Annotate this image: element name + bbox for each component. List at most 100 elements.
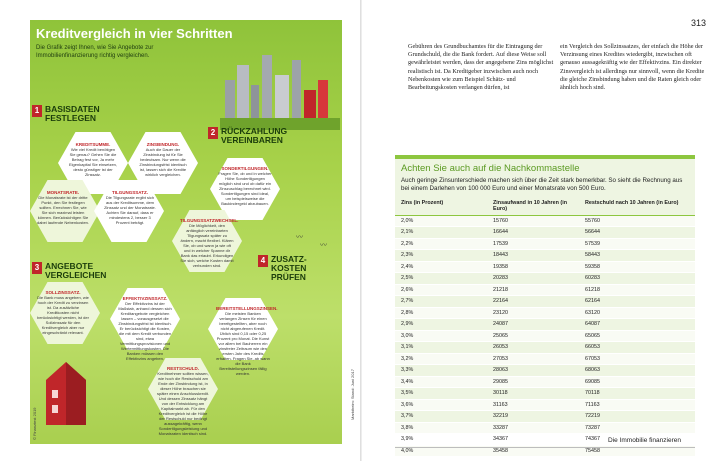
table-cell: 2,7% (395, 295, 487, 308)
infographic-intro: Die Grafik zeigt Ihnen, wie Sie Angebote… (36, 45, 154, 59)
table-row: 3,3% 28063 68063 (395, 364, 695, 377)
step-3: 3 Angebote vergleichen (32, 262, 155, 280)
table-cell: 66053 (579, 341, 695, 354)
table-cell: 32219 (487, 410, 579, 423)
table-header: Zins (in Prozent) (395, 199, 487, 216)
table-cell: 30118 (487, 387, 579, 400)
table-cell: 3,9% (395, 433, 487, 446)
hex-text: MONATSRATE. Die Monatsrate ist der dritte… (36, 190, 90, 225)
table-row: 3,1% 26053 66053 (395, 341, 695, 354)
table-row: 3,7% 32219 72219 (395, 410, 695, 423)
infographic: Kreditvergleich in vier Schritten Die Gr… (30, 20, 342, 444)
table-row: 2,8% 23120 63120 (395, 307, 695, 320)
table-row: 2,6% 21218 61218 (395, 284, 695, 297)
bird-icon: 〰 (320, 242, 327, 249)
step-label: Angebote vergleichen (45, 261, 107, 280)
body-column-2: ein Vergleich des Sollzinssatzes, der ei… (560, 43, 705, 92)
table-cell: 57539 (579, 238, 695, 251)
hex-sollzinssatz (30, 282, 100, 344)
table-cell: 3,0% (395, 330, 487, 343)
table-cell: 18443 (487, 249, 579, 262)
table-cell: 34367 (487, 433, 579, 446)
table-cell: 3,6% (395, 399, 487, 412)
table-cell: 74367 (579, 433, 695, 446)
table-cell: 67053 (579, 353, 695, 366)
table-cell: 3,3% (395, 364, 487, 377)
tip-title: Achten Sie auch auf die Nachkommastelle (401, 163, 580, 174)
step-1: 1 Basisdaten festlegen (32, 105, 105, 123)
table-cell: 2,2% (395, 238, 487, 251)
table-cell: 27053 (487, 353, 579, 366)
table-header: Zinsaufwand in 10 Jahren (in Euro) (487, 199, 579, 216)
table-row: 3,4% 29085 69085 (395, 376, 695, 389)
hex-text: EFFEKTIVZINSSATZ. Der Effektivzins ist de… (118, 296, 172, 361)
page-gutter (360, 0, 362, 461)
table-cell: 58443 (579, 249, 695, 262)
table-row: 2,4% 19358 59358 (395, 261, 695, 274)
tip-accent-bar (395, 155, 695, 159)
step-number: 2 (208, 127, 218, 139)
hex-text: KREDITSUMME. Wie viel Kredit benötigen Si… (68, 142, 118, 177)
table-cell: 2,6% (395, 284, 487, 297)
table-cell: 56644 (579, 226, 695, 239)
hex-text: TILGUNGSSATZWECHSEL. Die Möglichkeit, den… (180, 218, 239, 268)
table-row: 4,0% 35458 75458 (395, 445, 695, 458)
body-column-1: Gebühren des Grundbuchamtes für die Eint… (408, 43, 554, 92)
table-cell: 2,0% (395, 215, 487, 228)
step-number: 3 (32, 262, 42, 274)
table-cell: 28063 (487, 364, 579, 377)
table-row: 2,2% 17539 57539 (395, 238, 695, 251)
hex-text: SONDERTILGUNGEN. Fragen Sie, ob und in we… (218, 166, 272, 206)
table-cell: 33287 (487, 422, 579, 435)
table-cell: 55760 (579, 215, 695, 228)
table-cell: 63120 (579, 307, 695, 320)
page-number: 313 (691, 18, 707, 28)
table-cell: 62164 (579, 295, 695, 308)
table-cell: 4,0% (395, 445, 487, 458)
step-4: 4 Zusatz-kosten prüfen (258, 255, 321, 282)
table-header: Restschuld nach 10 Jahren (in Euro) (579, 199, 695, 216)
hex-restschuld (148, 358, 218, 420)
table-cell: 31163 (487, 399, 579, 412)
table-cell: 19358 (487, 261, 579, 274)
table-cell: 3,8% (395, 422, 487, 435)
table-cell: 2,1% (395, 226, 487, 239)
table-cell: 2,9% (395, 318, 487, 331)
table-cell: 65065 (579, 330, 695, 343)
step-number: 4 (258, 255, 268, 267)
table-cell: 3,2% (395, 353, 487, 366)
tip-box: Achten Sie auch auf die Nachkommastelle … (395, 155, 695, 458)
hex-text: ZINSBINDUNG. Auch die Dauer der Zinsbindu… (139, 142, 187, 177)
table-row: 3,2% 27053 67053 (395, 353, 695, 366)
table-cell: 68063 (579, 364, 695, 377)
table-cell: 23120 (487, 307, 579, 320)
table-cell: 22164 (487, 295, 579, 308)
table-cell: 15760 (487, 215, 579, 228)
table-row: 3,9% 34367 74367 (395, 433, 695, 446)
table-cell: 35458 (487, 445, 579, 458)
table-cell: 71163 (579, 399, 695, 412)
city-skyline-illustration (220, 55, 340, 130)
bird-icon: 〰 (296, 234, 303, 241)
table-cell: 61218 (579, 284, 695, 297)
side-label: Marktheim: Stand: Juni 2017 (350, 369, 355, 420)
table-row: 2,1% 16644 56644 (395, 226, 695, 239)
step-label: Zusatz-kosten prüfen (271, 254, 307, 282)
hex-effektivzinssatz (110, 288, 180, 350)
table-row: 2,0% 15760 55760 (395, 215, 695, 228)
table-cell: 69085 (579, 376, 695, 389)
tip-text: Auch geringe Zinsunterschiede machen sic… (401, 177, 683, 192)
table-cell: 25065 (487, 330, 579, 343)
table-row: 3,0% 25065 65065 (395, 330, 695, 343)
step-label: Rückzahlung vereinbaren (221, 126, 288, 145)
table-cell: 3,1% (395, 341, 487, 354)
table-cell: 2,4% (395, 261, 487, 274)
table-cell: 72219 (579, 410, 695, 423)
infographic-title: Kreditvergleich in vier Schritten (36, 26, 233, 41)
table-row: 2,7% 22164 62164 (395, 295, 695, 308)
table-cell: 70118 (579, 387, 695, 400)
table-row: 3,6% 31163 71163 (395, 399, 695, 412)
step-label: Basisdaten festlegen (45, 104, 100, 123)
table-cell: 29085 (487, 376, 579, 389)
hex-text: BEREITSTELLUNGSZINSEN. Die meisten Banken… (216, 306, 278, 376)
